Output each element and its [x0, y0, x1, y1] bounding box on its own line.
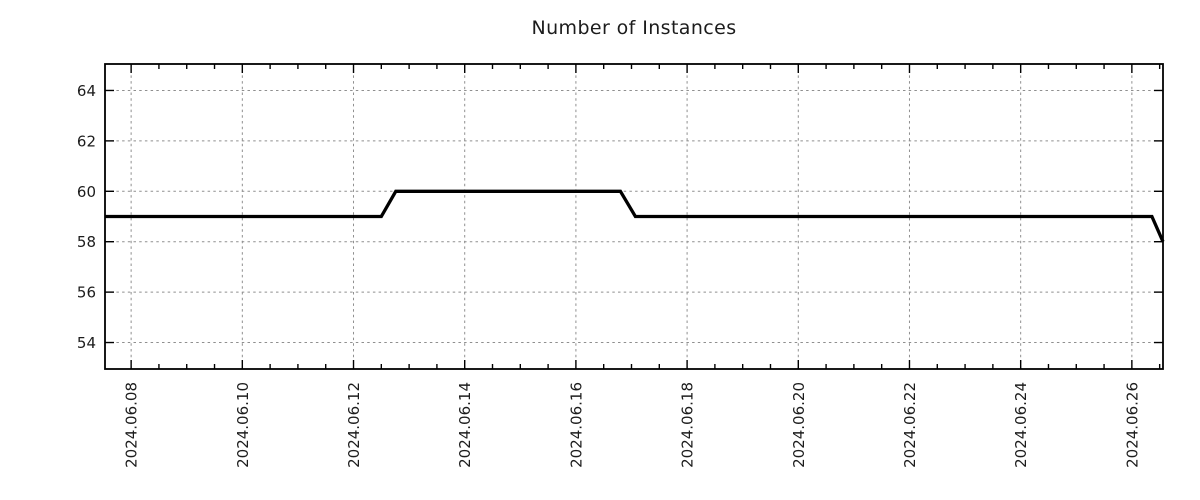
y-tick-label: 62 [77, 132, 96, 150]
chart-title: Number of Instances [531, 17, 737, 39]
x-tick-label: 2024.06.10 [234, 382, 252, 468]
y-tick-label: 58 [77, 233, 96, 251]
y-tick-label: 56 [77, 284, 96, 302]
x-tick-label: 2024.06.24 [1012, 382, 1030, 468]
x-tick-label: 2024.06.18 [679, 382, 697, 468]
y-tick-label: 54 [77, 334, 96, 352]
y-tick-label: 60 [77, 183, 96, 201]
x-tick-label: 2024.06.14 [456, 382, 474, 468]
x-tick-label: 2024.06.26 [1123, 382, 1141, 468]
x-tick-label: 2024.06.22 [901, 382, 919, 468]
x-tick-label: 2024.06.08 [123, 382, 141, 468]
x-tick-label: 2024.06.20 [790, 382, 808, 468]
x-tick-label: 2024.06.12 [345, 382, 363, 468]
x-tick-label: 2024.06.16 [567, 382, 585, 468]
data-line [105, 189, 1165, 243]
y-tick-label: 64 [77, 82, 96, 100]
